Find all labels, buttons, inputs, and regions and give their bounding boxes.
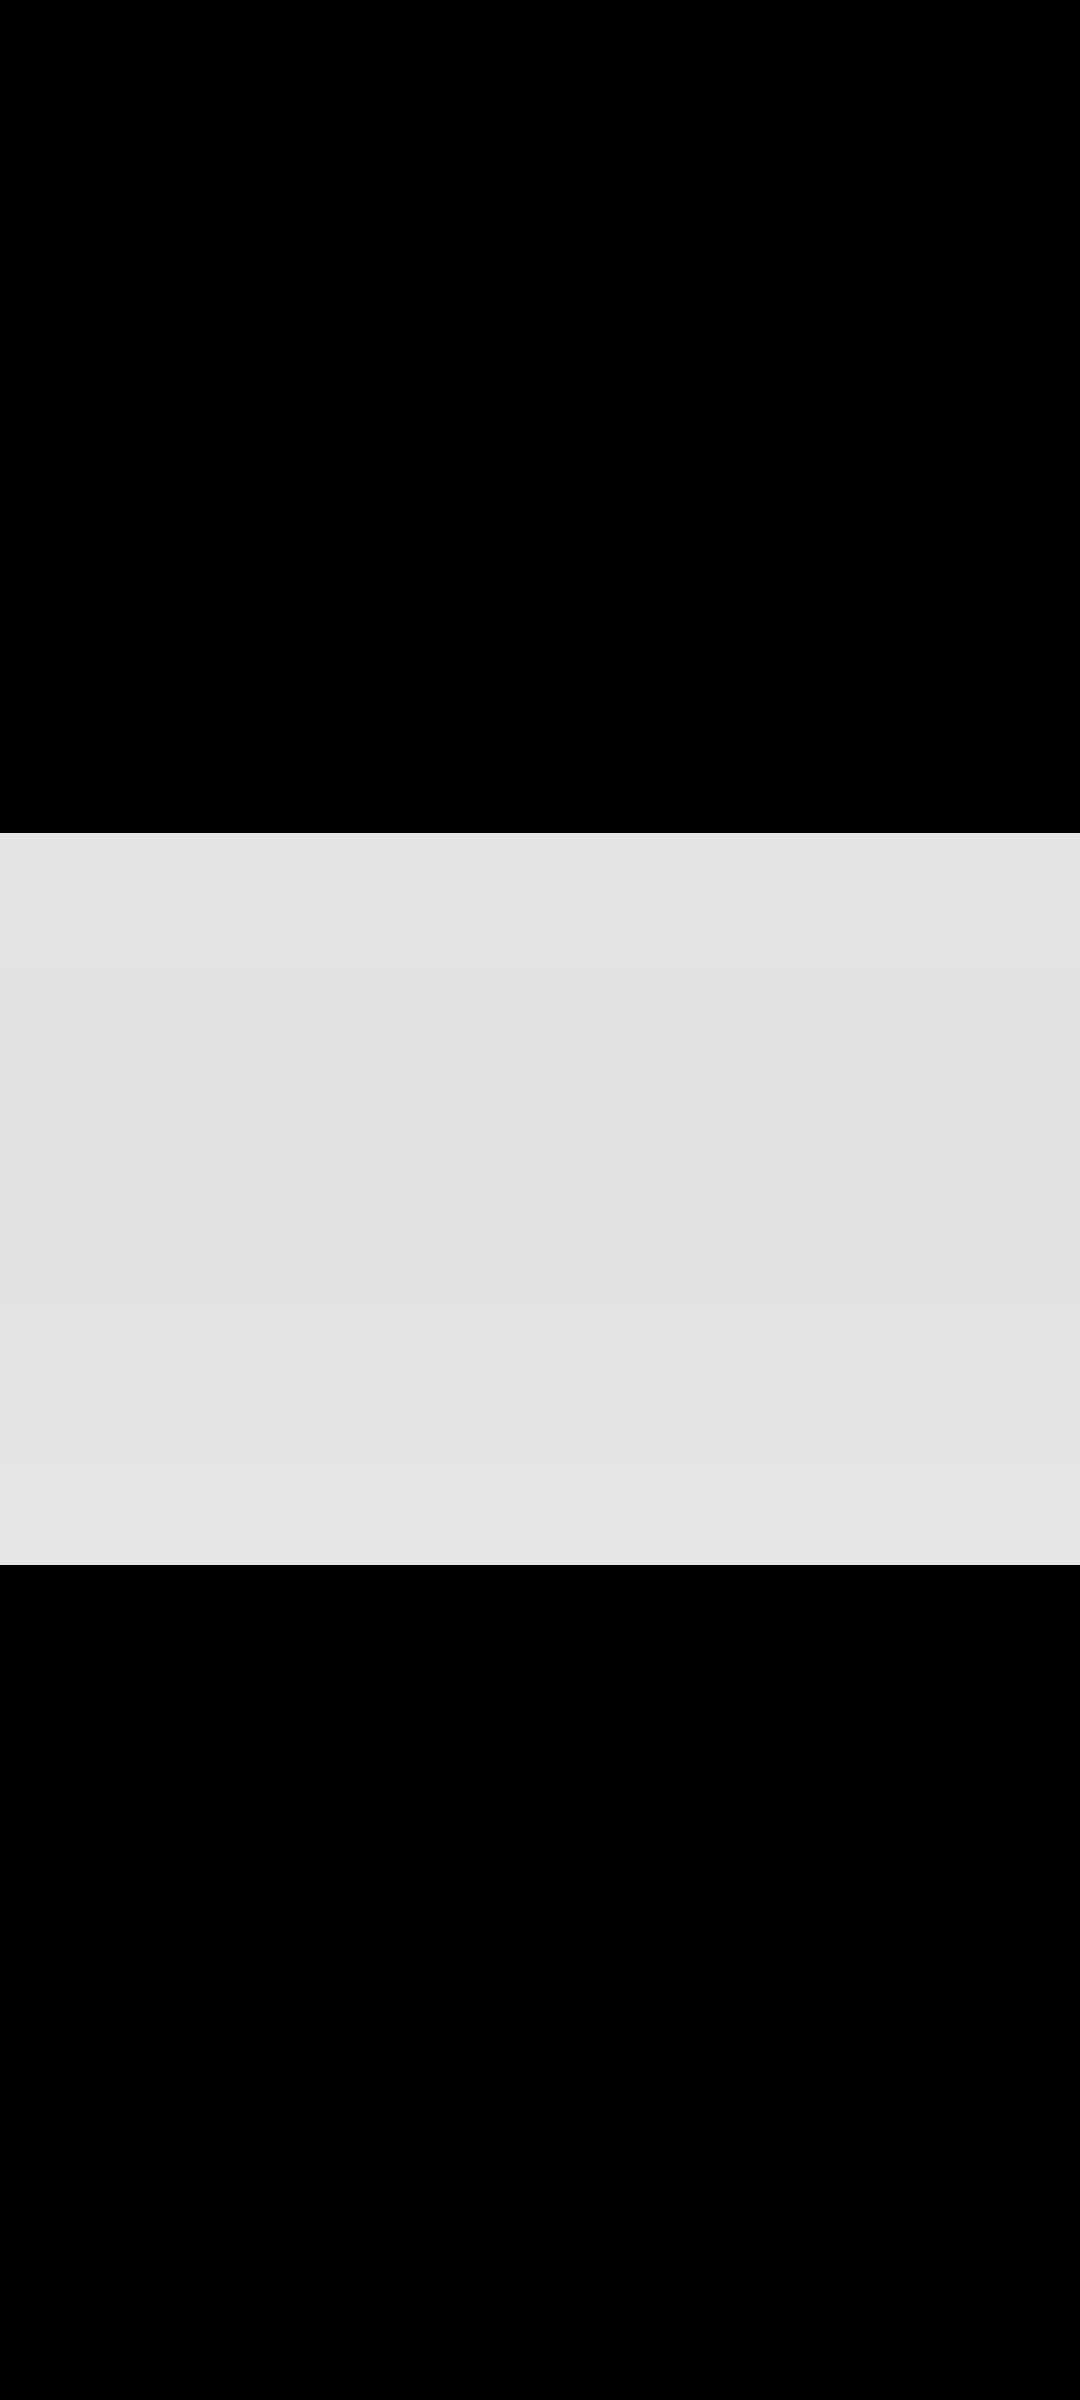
size-chart-panel: length chest MENS SIZE unit:CM size leng… (0, 833, 1080, 1565)
